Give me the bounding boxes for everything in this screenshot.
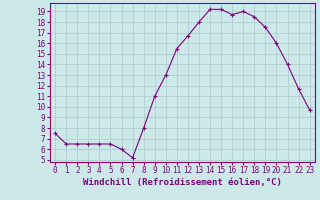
- X-axis label: Windchill (Refroidissement éolien,°C): Windchill (Refroidissement éolien,°C): [83, 178, 282, 187]
